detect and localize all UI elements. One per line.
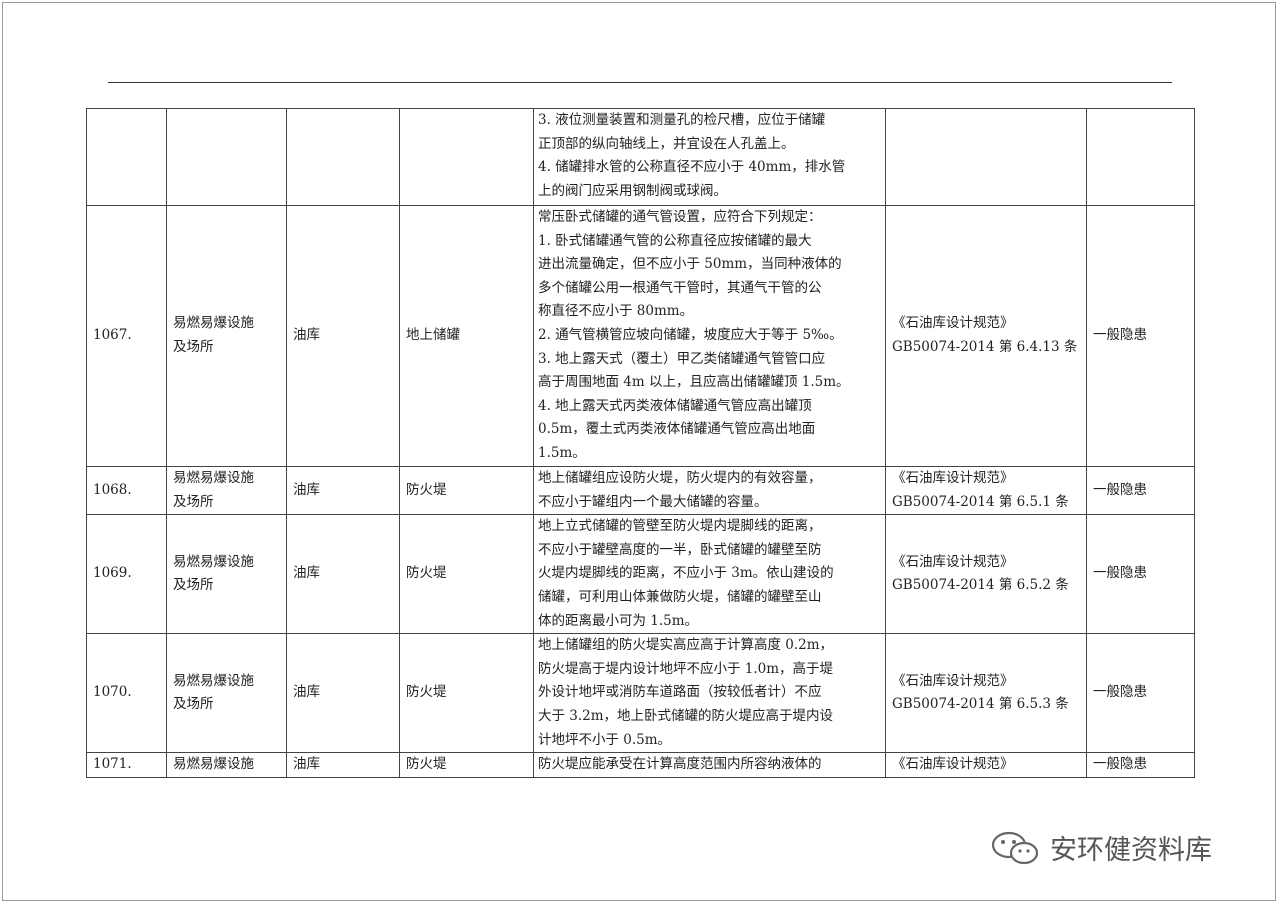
cell-item: 地上储罐 [399,205,534,467]
cell-basis: 《石油库设计规范》 GB50074-2014 第 6.5.1 条 [885,465,1087,516]
table-row: 1067. 易燃易爆设施 及场所 油库 地上储罐 常压卧式储罐的通气管设置，应符合下列规… [86,205,1195,467]
cell-basis: 《石油库设计规范》 GB50074-2014 第 6.5.2 条 [885,514,1087,635]
cell-category: 易燃易爆设施 及场所 [166,205,287,467]
cell-category: 易燃易爆设施 及场所 [166,633,287,754]
cell-level: 一般隐患 [1086,205,1195,467]
cell-no: 1068. [86,465,167,516]
hazard-table: 3. 液位测量装置和测量孔的检尺槽，应位于储罐 正顶部的纵向轴线上，并宜设在人孔… [86,108,1195,779]
wechat-icon [991,831,1039,864]
cell-no [86,108,167,206]
cell-basis: 《石油库设计规范》 GB50074-2014 第 6.4.13 条 [885,205,1087,467]
cell-item [399,108,534,206]
cell-no: 1069. [86,514,167,635]
cell-place: 油库 [286,465,400,516]
cell-content: 常压卧式储罐的通气管设置，应符合下列规定： 1. 卧式储罐通气管的公称直径应按储… [533,205,886,467]
cell-place: 油库 [286,633,400,754]
cell-item: 防火堤 [399,752,534,779]
cell-content: 地上储罐组的防火堤实高应高于计算高度 0.2m， 防火堤高于堤内设计地坪不应小于… [533,633,886,754]
table-row: 1070. 易燃易爆设施 及场所 油库 防火堤 地上储罐组的防火堤实高应高于计算高度 0… [86,633,1195,754]
cell-level: 一般隐患 [1086,633,1195,754]
cell-level [1086,108,1195,206]
cell-no: 1071. [86,752,167,779]
cell-content: 地上储罐组应设防火堤，防火堤内的有效容量， 不应小于罐组内一个最大储罐的容量。 [533,465,886,516]
cell-place: 油库 [286,205,400,467]
cell-content: 防火堤应能承受在计算高度范围内所容纳液体的 [533,752,886,779]
table-row: 1071. 易燃易爆设施 油库 防火堤 防火堤应能承受在计算高度范围内所容纳液体的 《石油… [86,752,1195,779]
table-row: 1068. 易燃易爆设施 及场所 油库 防火堤 地上储罐组应设防火堤，防火堤内的有效容量… [86,465,1195,516]
cell-place: 油库 [286,514,400,635]
cell-no: 1070. [86,633,167,754]
cell-category: 易燃易爆设施 [166,752,287,779]
cell-level: 一般隐患 [1086,465,1195,516]
cell-item: 防火堤 [399,633,534,754]
cell-category [166,108,287,206]
watermark: 安环健资料库 [990,828,1212,867]
cell-item: 防火堤 [399,465,534,516]
cell-level: 一般隐患 [1086,752,1195,779]
cell-content: 3. 液位测量装置和测量孔的检尺槽，应位于储罐 正顶部的纵向轴线上，并宜设在人孔… [533,108,886,206]
table-row: 1069. 易燃易爆设施 及场所 油库 防火堤 地上立式储罐的管壁至防火堤内堤脚线的距离… [86,514,1195,635]
cell-place: 油库 [286,752,400,779]
cell-content: 地上立式储罐的管壁至防火堤内堤脚线的距离， 不应小于罐壁高度的一半，卧式储罐的罐… [533,514,886,635]
cell-place [286,108,400,206]
cell-basis [885,108,1087,206]
watermark-text: 安环健资料库 [1050,835,1212,866]
header-rule [108,82,1172,83]
cell-no: 1067. [86,205,167,467]
table-row: 3. 液位测量装置和测量孔的检尺槽，应位于储罐 正顶部的纵向轴线上，并宜设在人孔… [86,108,1195,206]
cell-category: 易燃易爆设施 及场所 [166,514,287,635]
cell-level: 一般隐患 [1086,514,1195,635]
cell-basis: 《石油库设计规范》 GB50074-2014 第 6.5.3 条 [885,633,1087,754]
cell-category: 易燃易爆设施 及场所 [166,465,287,516]
cell-basis: 《石油库设计规范》 [885,752,1087,779]
cell-item: 防火堤 [399,514,534,635]
